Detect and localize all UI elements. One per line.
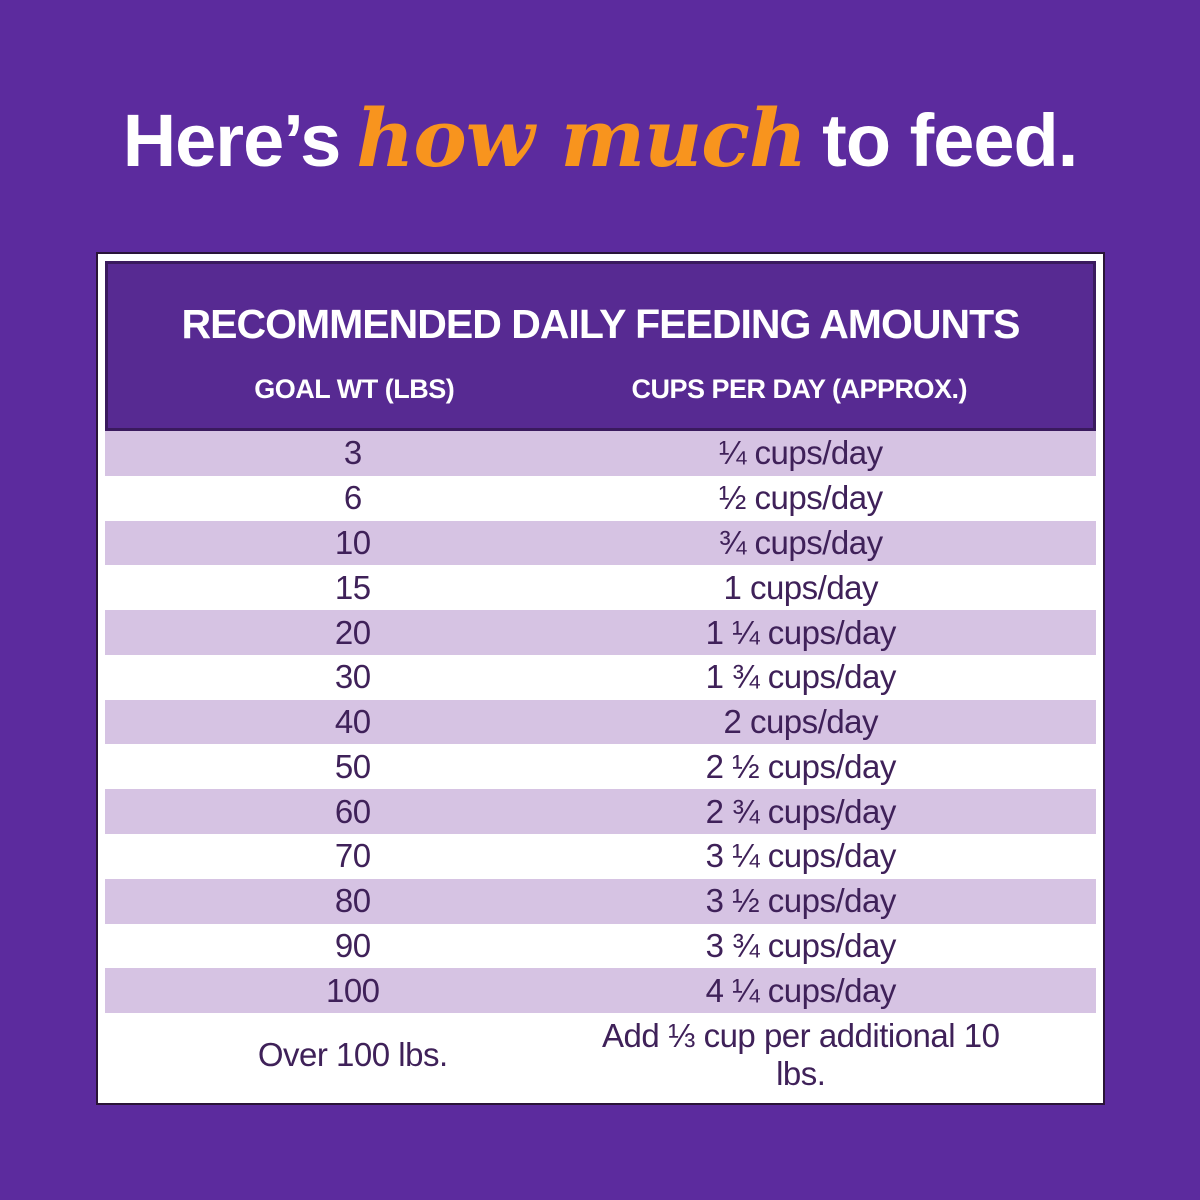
goal-weight-cell: 10 <box>334 523 371 561</box>
goal-weight-cell: 90 <box>334 926 371 964</box>
cups-per-day-cell: Add ⅓ cup per additional 10 lbs. <box>602 1016 1000 1092</box>
table-row: 40 2 cups/day <box>105 699 1096 745</box>
cups-per-day-cell: 1 ¾ cups/day <box>705 658 897 696</box>
goal-weight-cell: 3 <box>343 434 362 472</box>
page-title: Here’s how much to feed. <box>0 88 1200 191</box>
feeding-table-header: RECOMMENDED DAILY FEEDING AMOUNTS GOAL W… <box>105 261 1096 431</box>
cups-per-day-cell: 2 cups/day <box>723 703 879 741</box>
cups-per-day-cell: ½ cups/day <box>718 479 883 517</box>
table-row: 10 ¾ cups/day <box>105 520 1096 566</box>
goal-weight-cell: 40 <box>334 703 371 741</box>
table-title: RECOMMENDED DAILY FEEDING AMOUNTS <box>181 301 1021 347</box>
cups-per-day-cell: 2 ¾ cups/day <box>705 792 897 830</box>
cups-per-day-cell: 1 ¼ cups/day <box>705 613 897 651</box>
page-title-prefix: Here’s <box>122 99 342 182</box>
cups-per-day-cell: 3 ½ cups/day <box>705 882 897 920</box>
column-header-goal-wt: GOAL WT (LBS) <box>254 374 455 404</box>
goal-weight-cell: 30 <box>334 658 371 696</box>
table-row: 3 ¼ cups/day <box>105 431 1096 476</box>
table-row: 100 4 ¼ cups/day <box>105 968 1096 1014</box>
page-title-highlight: how much <box>356 91 807 185</box>
table-row: 80 3 ½ cups/day <box>105 878 1096 924</box>
goal-weight-cell: 20 <box>334 613 371 651</box>
goal-weight-cell: 6 <box>343 479 362 517</box>
goal-weight-cell: 60 <box>334 792 371 830</box>
cups-per-day-cell: ¾ cups/day <box>718 523 883 561</box>
cups-per-day-cell: 4 ¼ cups/day <box>705 971 897 1009</box>
table-row: 50 2 ½ cups/day <box>105 744 1096 790</box>
goal-weight-cell: 80 <box>334 882 371 920</box>
feeding-table-body: 3 ¼ cups/day 6 ½ cups/day 10 ¾ cups/day 15 1 cu… <box>105 431 1096 1096</box>
table-row: 30 1 ¾ cups/day <box>105 654 1096 700</box>
table-row: 70 3 ¼ cups/day <box>105 834 1096 879</box>
table-row: Over 100 lbs. Add ⅓ cup per additional 10… <box>105 1013 1096 1096</box>
goal-weight-cell: 50 <box>334 747 371 785</box>
goal-weight-cell: Over 100 lbs. <box>257 1035 448 1073</box>
cups-per-day-cell: 3 ¾ cups/day <box>705 926 897 964</box>
column-header-cups-per-day: CUPS PER DAY (APPROX.) <box>631 374 968 404</box>
goal-weight-cell: 15 <box>334 568 371 606</box>
cups-per-day-cell: 1 cups/day <box>723 568 879 606</box>
table-row: 60 2 ¾ cups/day <box>105 789 1096 835</box>
cups-per-day-cell: 3 ¼ cups/day <box>705 837 897 875</box>
cups-per-day-cell: 2 ½ cups/day <box>705 747 897 785</box>
table-row: 15 1 cups/day <box>105 565 1096 611</box>
feeding-table-card: RECOMMENDED DAILY FEEDING AMOUNTS GOAL W… <box>96 252 1105 1105</box>
table-row: 20 1 ¼ cups/day <box>105 610 1096 655</box>
goal-weight-cell: 70 <box>334 837 371 875</box>
cups-per-day-cell: ¼ cups/day <box>718 434 883 472</box>
page-title-suffix: to feed. <box>822 99 1078 182</box>
table-row: 90 3 ¾ cups/day <box>105 923 1096 969</box>
goal-weight-cell: 100 <box>325 971 380 1009</box>
table-row: 6 ½ cups/day <box>105 475 1096 521</box>
column-headers: GOAL WT (LBS) CUPS PER DAY (APPROX.) <box>108 374 1093 405</box>
